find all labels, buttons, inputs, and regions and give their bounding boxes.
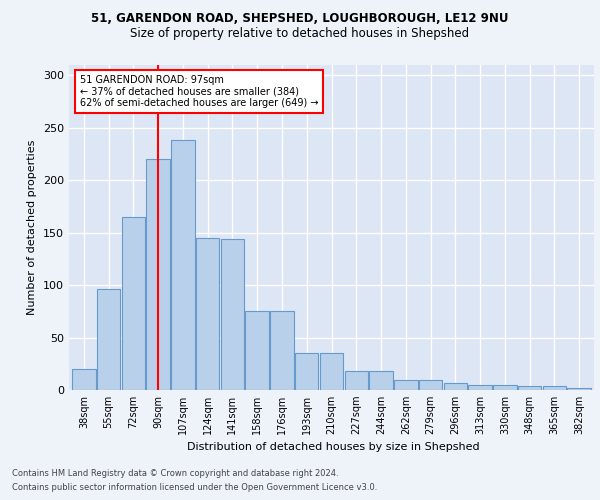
Bar: [146, 160, 170, 390]
Bar: [394, 380, 418, 390]
Bar: [568, 388, 591, 390]
Text: 51, GARENDON ROAD, SHEPSHED, LOUGHBOROUGH, LE12 9NU: 51, GARENDON ROAD, SHEPSHED, LOUGHBOROUG…: [91, 12, 509, 26]
Bar: [270, 312, 294, 390]
Bar: [518, 386, 541, 390]
Bar: [469, 385, 492, 390]
Text: Distribution of detached houses by size in Shepshed: Distribution of detached houses by size …: [187, 442, 479, 452]
Y-axis label: Number of detached properties: Number of detached properties: [28, 140, 37, 315]
Bar: [221, 239, 244, 390]
Bar: [493, 385, 517, 390]
Text: Size of property relative to detached houses in Shepshed: Size of property relative to detached ho…: [130, 28, 470, 40]
Text: 51 GARENDON ROAD: 97sqm
← 37% of detached houses are smaller (384)
62% of semi-d: 51 GARENDON ROAD: 97sqm ← 37% of detache…: [79, 74, 318, 108]
Text: Contains public sector information licensed under the Open Government Licence v3: Contains public sector information licen…: [12, 484, 377, 492]
Bar: [245, 312, 269, 390]
Bar: [72, 369, 95, 390]
Text: Contains HM Land Registry data © Crown copyright and database right 2024.: Contains HM Land Registry data © Crown c…: [12, 468, 338, 477]
Bar: [542, 386, 566, 390]
Bar: [320, 354, 343, 390]
Bar: [443, 382, 467, 390]
Bar: [97, 290, 121, 390]
Bar: [171, 140, 194, 390]
Bar: [419, 380, 442, 390]
Bar: [369, 371, 393, 390]
Bar: [344, 371, 368, 390]
Bar: [295, 354, 319, 390]
Bar: [196, 238, 220, 390]
Bar: [122, 217, 145, 390]
